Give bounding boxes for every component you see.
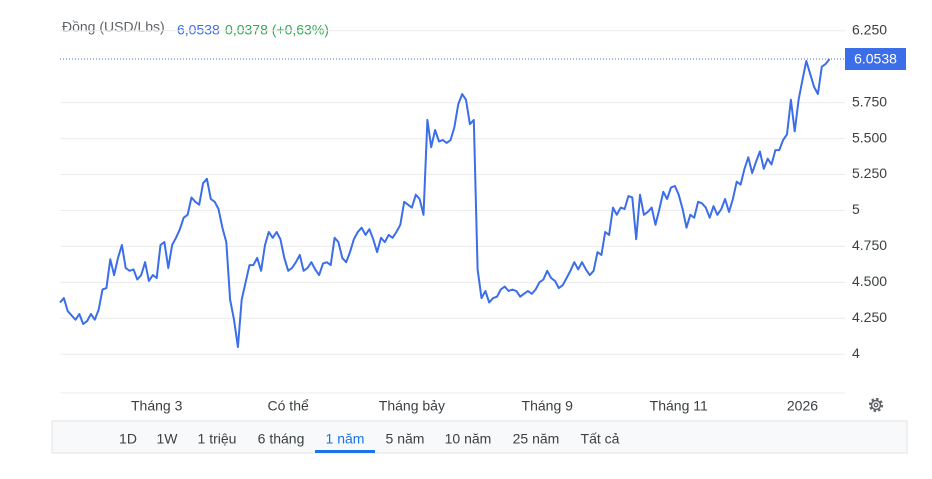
y-tick-label: 4.250	[852, 309, 887, 325]
y-tick-label: 6.250	[852, 22, 887, 38]
x-tick-label: Tháng bảy	[379, 398, 445, 414]
x-tick-label: Tháng 9	[522, 398, 574, 414]
selected-underline	[315, 450, 375, 453]
range-button[interactable]: 1W	[157, 431, 179, 447]
y-tick-label: 4	[852, 345, 860, 361]
range-bar	[51, 420, 908, 454]
y-tick-label: 4.500	[852, 273, 887, 289]
range-button[interactable]: 1 triệu	[198, 431, 237, 447]
range-button[interactable]: 6 tháng	[258, 431, 305, 447]
header-change: 0,0378 (+0,63%)	[225, 22, 329, 38]
range-button[interactable]: 10 năm	[445, 431, 492, 447]
header-price: 6,0538	[177, 22, 220, 38]
range-button[interactable]: 5 năm	[386, 431, 425, 447]
y-tick-label: 5.750	[852, 93, 887, 109]
last-price-box	[845, 48, 906, 71]
y-tick-label: 5	[852, 201, 860, 217]
x-tick-label: Tháng 3	[131, 398, 183, 414]
y-tick-label: 4.750	[852, 237, 887, 253]
y-tick-label: 5.250	[852, 165, 887, 181]
range-button[interactable]: 1 năm	[326, 431, 365, 447]
range-button[interactable]: Tất cả	[581, 431, 620, 447]
x-tick-label: Tháng 11	[650, 398, 708, 414]
y-tick-label: 5.500	[852, 129, 887, 145]
settings-icon[interactable]	[868, 397, 884, 413]
range-button[interactable]: 1D	[119, 431, 137, 447]
price-line	[59, 58, 831, 348]
instrument-name: Đồng (USD/Lbs)	[62, 19, 165, 35]
x-tick-label: 2026	[787, 398, 818, 414]
last-price-label: 6.0538	[854, 51, 897, 67]
range-button[interactable]: 25 năm	[513, 431, 560, 447]
x-tick-label: Có thể	[268, 398, 309, 414]
